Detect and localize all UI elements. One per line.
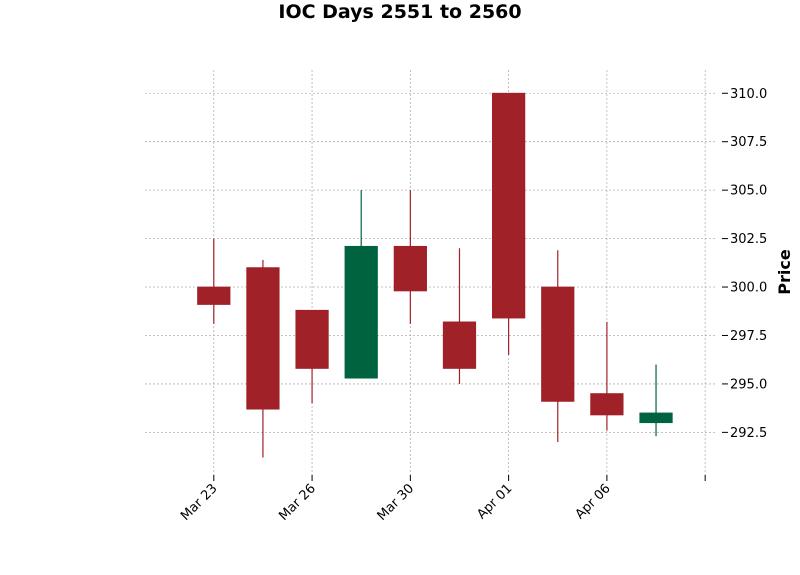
grid-lines <box>145 70 715 475</box>
x-tick-label: Apr 06 <box>573 481 614 522</box>
candle-body <box>197 286 231 305</box>
y-tick-label: 302.5 <box>730 232 767 247</box>
candles <box>197 92 673 458</box>
candle-body <box>246 267 280 410</box>
y-tick-label: 300.0 <box>730 281 767 296</box>
candle-body <box>541 286 575 402</box>
candle-body <box>393 245 427 292</box>
x-axis: Mar 23 Mar 26 Mar 30 Apr 01 Apr 06 <box>178 475 706 524</box>
candle-body <box>442 321 477 369</box>
y-tick-label: 297.5 <box>730 329 767 344</box>
candle-body <box>344 245 378 379</box>
y-tick-label: 292.5 <box>730 426 767 441</box>
x-tick-label: Apr 01 <box>474 481 515 522</box>
candle-body <box>639 412 673 424</box>
y-axis-label: Price <box>775 249 794 295</box>
x-tick-label: Mar 26 <box>276 481 319 524</box>
y-tick-label: 310.0 <box>730 87 767 102</box>
candle-body <box>590 393 624 416</box>
x-tick-label: Mar 30 <box>375 481 418 524</box>
y-tick-label: 295.0 <box>730 377 767 392</box>
candle-body <box>295 309 329 369</box>
y-tick-label: 305.0 <box>730 184 767 199</box>
chart-title: IOC Days 2551 to 2560 <box>278 1 521 23</box>
candle-body <box>492 92 526 319</box>
x-tick-label: Mar 23 <box>178 481 221 524</box>
y-tick-label: 307.5 <box>730 135 767 150</box>
y-axis: 292.5 295.0 297.5 300.0 302.5 305.0 307.5 310.0 <box>722 87 767 441</box>
